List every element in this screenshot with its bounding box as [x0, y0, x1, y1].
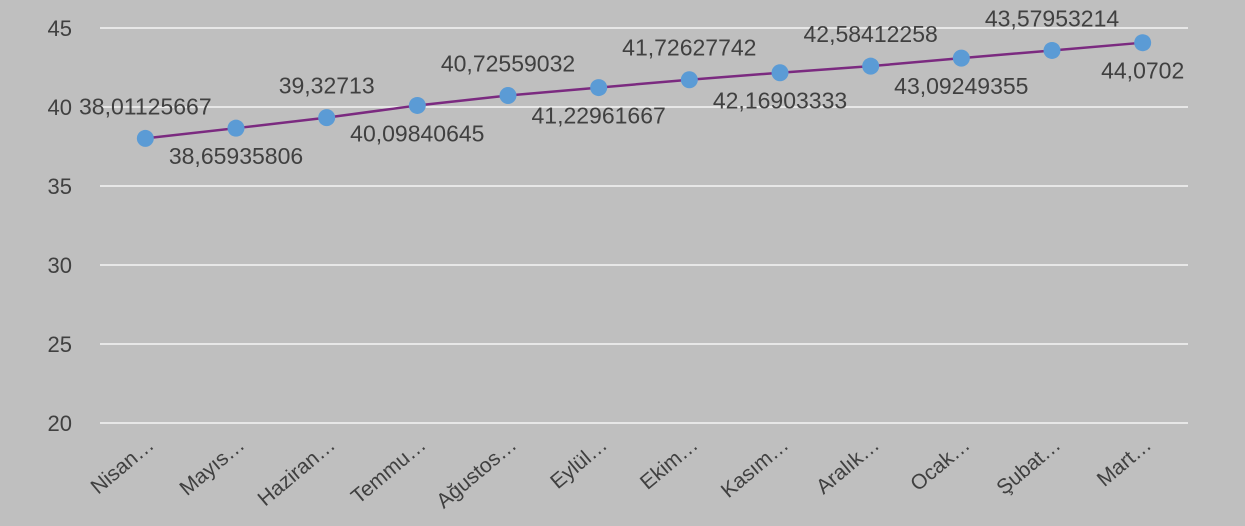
data-label: 43,09249355	[894, 73, 1028, 99]
data-label: 42,16903333	[713, 88, 847, 114]
x-tick-label: Ocak…	[906, 433, 974, 496]
data-point	[136, 129, 154, 147]
x-tick-label: Ağustos…	[432, 433, 521, 513]
data-point	[952, 49, 970, 67]
data-label: 38,01125667	[79, 93, 212, 119]
data-point	[499, 87, 517, 105]
series-line	[145, 41, 1143, 140]
data-label: 42,58412258	[804, 21, 938, 47]
y-tick-label: 30	[48, 253, 72, 278]
y-tick-label: 25	[48, 332, 72, 357]
x-tick-label: Şubat…	[992, 433, 1065, 499]
x-tick-label: Ekim…	[636, 433, 703, 494]
y-tick-label: 40	[48, 95, 72, 120]
x-tick-label: Haziran…	[254, 433, 340, 511]
x-tick-label: Nisan…	[87, 433, 159, 499]
data-label: 39,32713	[279, 73, 375, 99]
data-point	[1134, 34, 1152, 52]
x-tick-label: Kasım…	[717, 433, 793, 502]
x-tick-label: Aralık…	[812, 433, 884, 499]
data-point	[408, 96, 426, 114]
data-label: 44,0702	[1101, 58, 1184, 84]
data-point	[680, 71, 698, 89]
y-tick-label: 35	[48, 174, 72, 199]
data-point	[590, 79, 608, 97]
data-label: 41,72627742	[622, 35, 756, 61]
data-label: 41,22961667	[532, 103, 666, 129]
data-point	[1043, 41, 1061, 59]
y-tick-label: 20	[48, 411, 72, 436]
data-label: 40,09840645	[350, 120, 484, 146]
data-label: 43,57953214	[985, 5, 1120, 31]
x-tick-label: Mart…	[1093, 433, 1156, 491]
data-point	[318, 109, 336, 127]
x-tick-label: Eylül…	[546, 433, 612, 493]
data-label: 40,72559032	[441, 51, 575, 77]
data-label: 38,65935806	[169, 143, 303, 169]
x-tick-label: Mayıs…	[175, 433, 249, 500]
data-point	[771, 64, 789, 82]
data-point	[227, 119, 245, 137]
y-tick-label: 45	[48, 16, 72, 41]
data-point	[862, 57, 880, 75]
x-tick-label: Temmu…	[347, 433, 431, 508]
